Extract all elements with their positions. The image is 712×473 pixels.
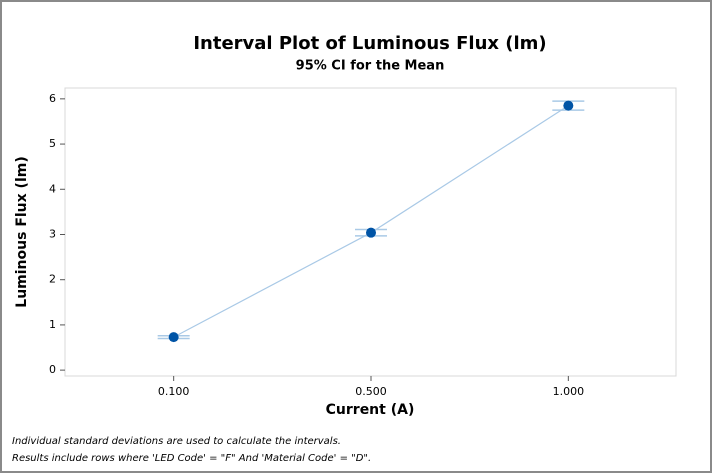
y-tick-label: 3 xyxy=(49,227,56,240)
x-axis-label: Current (A) xyxy=(326,402,415,418)
y-tick-label: 4 xyxy=(49,182,56,195)
y-axis-label: Luminous Flux (lm) xyxy=(14,156,30,307)
mean-point xyxy=(168,332,179,343)
mean-point xyxy=(563,100,574,111)
x-tick-label: 1.000 xyxy=(553,385,585,398)
y-tick-label: 2 xyxy=(49,273,56,286)
chart-title: Interval Plot of Luminous Flux (lm) xyxy=(193,33,546,54)
y-tick-label: 0 xyxy=(49,363,56,376)
y-tick-label: 5 xyxy=(49,137,56,150)
footnote: Individual standard deviations are used … xyxy=(12,436,341,447)
x-tick-label: 0.100 xyxy=(158,385,190,398)
chart-subtitle: 95% CI for the Mean xyxy=(296,59,445,74)
footnote: Results include rows where 'LED Code' = … xyxy=(12,453,371,464)
x-tick-label: 0.500 xyxy=(355,385,387,398)
mean-point xyxy=(366,227,376,238)
y-tick-label: 6 xyxy=(49,92,56,105)
y-tick-label: 1 xyxy=(49,318,56,331)
